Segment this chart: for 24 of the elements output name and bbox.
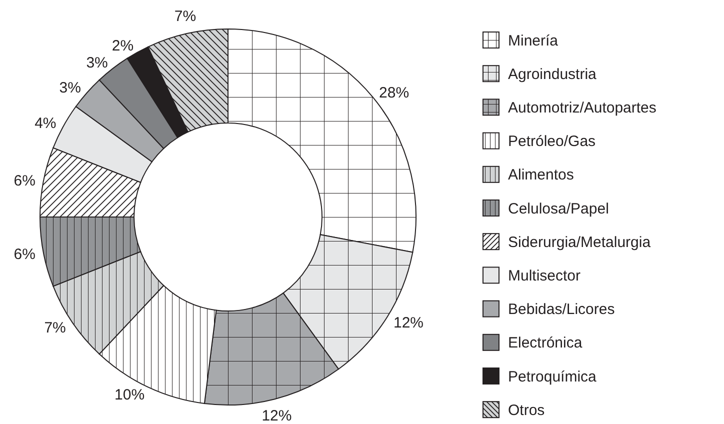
legend-label: Celulosa/Papel (508, 200, 609, 218)
data-label: 7% (44, 319, 66, 336)
data-label: 28% (379, 84, 410, 102)
legend-label: Automotriz/Autopartes (508, 99, 656, 116)
legend-label: Electrónica (508, 334, 583, 352)
legend-label: Minería (508, 32, 559, 50)
data-label: 12% (262, 407, 292, 424)
data-label: 4% (34, 114, 56, 132)
data-label: 3% (86, 54, 108, 72)
data-label: 6% (14, 246, 36, 263)
data-label: 3% (59, 80, 81, 97)
legend-label: Bebidas/Licores (508, 301, 615, 318)
legend-label: Agroindustria (508, 66, 598, 83)
legend-label: Petroquímica (508, 368, 598, 386)
legend-label: Petróleo/Gas (508, 133, 596, 150)
data-label: 6% (14, 172, 36, 190)
data-label: 7% (174, 8, 196, 26)
data-label: 10% (114, 386, 145, 404)
data-label: 12% (393, 314, 424, 332)
legend-label: Siderurgia/Metalurgia (508, 234, 652, 251)
legend-label: Multisector (508, 267, 581, 284)
legend-label: Otros (508, 402, 545, 419)
legend-label: Alimentos (508, 166, 574, 184)
data-label: 2% (112, 37, 134, 54)
